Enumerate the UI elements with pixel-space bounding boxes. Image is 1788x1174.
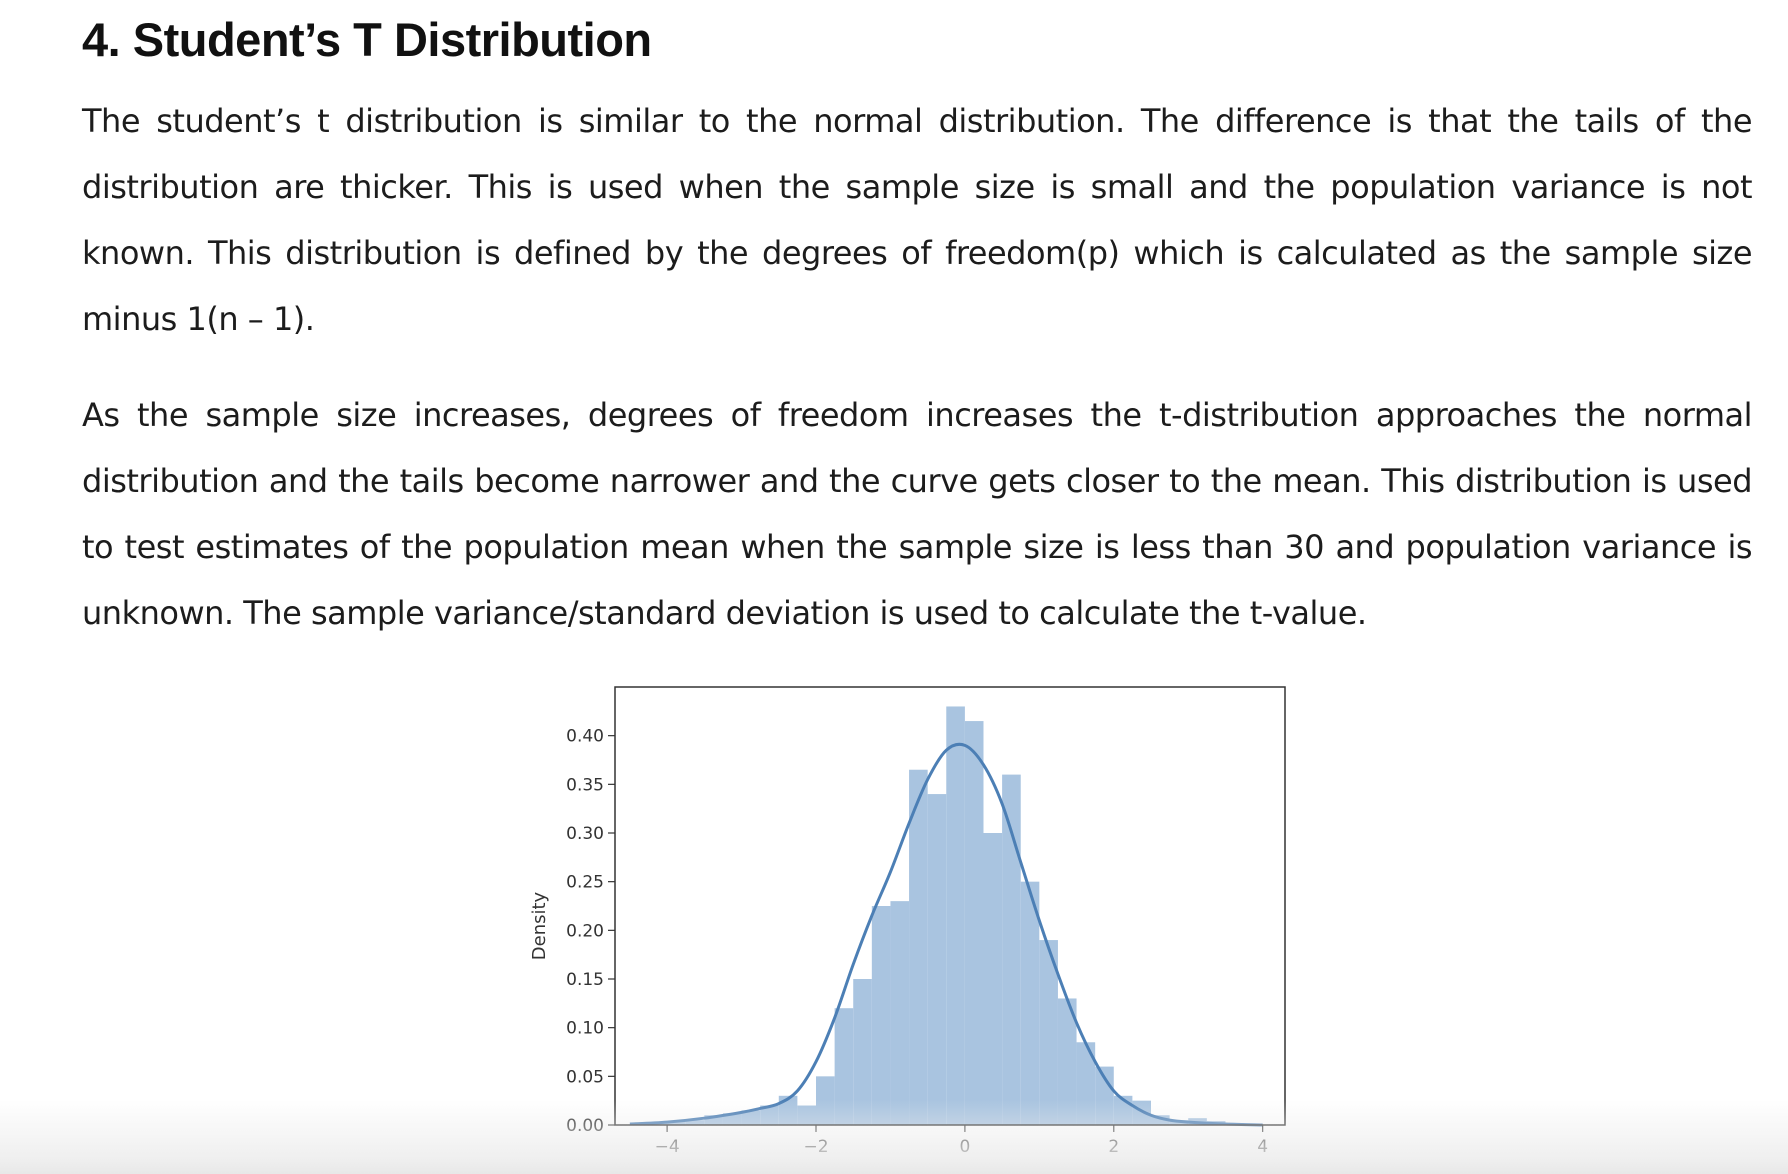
- y-tick-label: 0.25: [566, 873, 604, 893]
- histogram-bar: [983, 833, 1003, 1125]
- histogram-bar: [946, 706, 965, 1125]
- paragraph-sample-size: As the sample size increases, degrees of…: [82, 396, 1753, 632]
- x-tick-label: −2: [803, 1137, 828, 1157]
- histogram-bar: [890, 901, 910, 1125]
- y-tick-label: 0.15: [566, 970, 604, 990]
- histogram-bar: [1039, 940, 1058, 1125]
- section-heading: 4. Student’s T Distribution: [82, 13, 652, 66]
- y-tick-label: 0.00: [566, 1116, 604, 1136]
- y-tick-label: 0.10: [566, 1019, 604, 1039]
- x-tick-label: 0: [959, 1137, 970, 1157]
- y-tick-label: 0.35: [566, 775, 604, 795]
- histogram-bar: [964, 721, 984, 1125]
- histogram-bar: [1002, 774, 1021, 1125]
- histogram-bar: [909, 769, 928, 1125]
- histogram-bar: [834, 1008, 854, 1125]
- x-tick-label: 2: [1108, 1137, 1119, 1157]
- histogram-bar: [1020, 881, 1040, 1125]
- y-tick-label: 0.30: [566, 824, 604, 844]
- y-tick-label: 0.20: [566, 921, 604, 941]
- histogram-bar: [816, 1076, 835, 1125]
- histogram-bar: [871, 906, 891, 1125]
- histogram-bars: [629, 706, 1263, 1125]
- y-axis-label: Density: [529, 891, 550, 960]
- y-tick-label: 0.40: [566, 727, 604, 747]
- histogram-bar: [1057, 998, 1077, 1125]
- t-distribution-chart: 0.00 0.05 0.10 0.15 0.20 0.25 0.30 0.35 0.40 −4 −2…: [520, 670, 1310, 1174]
- y-tick-label: 0.05: [566, 1067, 604, 1087]
- x-tick-label: 4: [1257, 1137, 1268, 1157]
- x-tick-label: −4: [655, 1137, 680, 1157]
- histogram-bar: [797, 1105, 816, 1125]
- paragraph-intro: The student’s t distribution is similar …: [82, 102, 1753, 338]
- histogram-bar: [853, 979, 872, 1125]
- histogram-bar: [927, 794, 947, 1125]
- article: 4. Student’s T Distribution The student’…: [82, 0, 1753, 646]
- chart-svg: 0.00 0.05 0.10 0.15 0.20 0.25 0.30 0.35 0.40 −4 −2…: [529, 686, 1286, 1157]
